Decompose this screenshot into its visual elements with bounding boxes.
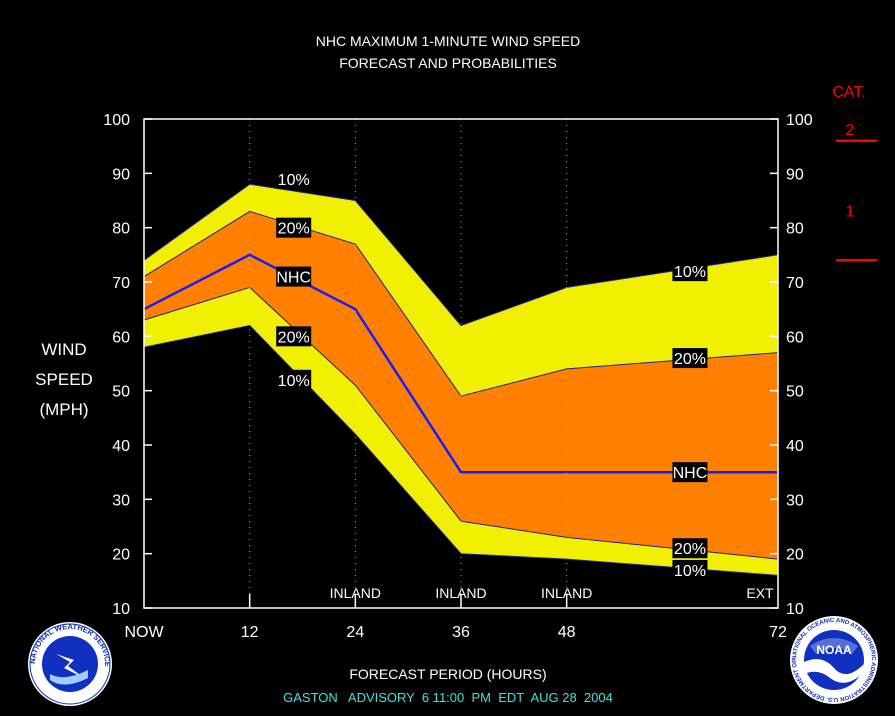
x-tick-label: 36: [452, 624, 470, 641]
series-label: 10%: [672, 261, 708, 282]
series-label: 10%: [672, 559, 708, 580]
series-label-box: [276, 168, 312, 189]
y-axis-left: 10 20 30 40 50 60 70 80 90 100: [103, 112, 152, 618]
y-tick-label-right: 80: [786, 221, 804, 238]
y-axis-title-line-2: SPEED: [35, 370, 93, 389]
series-labels: 10% 20% NHC 20% 10% 10% 20% NHC 20% 10%: [276, 168, 708, 580]
y-tick-label-left: 70: [112, 275, 130, 292]
x-tick-label: 24: [346, 624, 364, 641]
y-tick-label-left: 40: [112, 438, 130, 455]
chart-title: NHC MAXIMUM 1-MINUTE WIND SPEED: [316, 33, 580, 49]
y-tick-label-left: 50: [112, 384, 130, 401]
chart-subtitle: FORECAST AND PROBABILITIES: [339, 55, 557, 71]
y-tick-label-right: 20: [786, 547, 804, 564]
series-line-nhc: [143, 253, 778, 474]
y-tick-label-right: 90: [786, 166, 804, 183]
series-label-text: NHC: [673, 465, 708, 482]
y-tick-label-left: 80: [112, 221, 130, 238]
series-label: NHC: [672, 462, 708, 483]
series-label: 10%: [276, 369, 312, 390]
inland-labels: INLAND INLAND INLAND EXT: [330, 585, 774, 601]
series-label-text: 20%: [674, 351, 706, 368]
series-label: NHC: [276, 266, 312, 287]
nws-logo: NATIONAL WEATHER SERVICE: [28, 622, 112, 706]
category-scale: CAT. 2 1: [832, 84, 877, 262]
y-axis-right: 10 20 30 40 50 60 70 80 90 100: [770, 112, 813, 618]
y-tick-label-left: 30: [112, 492, 130, 509]
x-tick-label: 12: [241, 624, 259, 641]
series-label-box: [672, 261, 708, 282]
series-line-lower-10: [143, 324, 779, 576]
series-label-box: [276, 369, 312, 390]
x-tick-label: 48: [558, 624, 576, 641]
series-label: 20%: [672, 538, 708, 559]
x-tick-label: 72: [769, 624, 787, 641]
series-label-box: [276, 266, 312, 287]
category-label: 1: [846, 204, 855, 221]
y-tick-label-left: 60: [112, 329, 130, 346]
y-tick-label-right: 60: [786, 329, 804, 346]
noaa-logo-center: NOAA: [816, 643, 852, 657]
series-label-text: 10%: [278, 172, 310, 189]
y-tick-label-right: 50: [786, 384, 804, 401]
y-tick-label-right: 70: [786, 275, 804, 292]
noaa-logo: NOAA NATIONAL OCEANIC AND ATMOSPHERIC AD…: [790, 616, 878, 704]
series-label-text: 10%: [674, 563, 706, 580]
advisory-footer: GASTON ADVISORY 6 11:00 PM EDT AUG 28 20…: [283, 690, 613, 705]
series-label-box: [672, 462, 708, 483]
y-tick-label-right: 40: [786, 438, 804, 455]
x-axis: NOW 12 24 36 48 72: [124, 594, 787, 641]
probability-bands: [143, 183, 779, 576]
y-axis-title: WIND SPEED (MPH): [35, 340, 93, 419]
series-label: 20%: [672, 348, 708, 369]
series-label-text: 20%: [278, 329, 310, 346]
series-label: 20%: [276, 326, 312, 347]
series-label-box: [672, 559, 708, 580]
series-label-text: 10%: [278, 373, 310, 390]
category-title: CAT.: [832, 84, 865, 101]
series-label-box: [672, 348, 708, 369]
y-tick-label-right: 100: [786, 112, 813, 129]
series-label: 20%: [276, 217, 312, 238]
y-axis-title-line-3: (MPH): [39, 400, 88, 419]
series-label-box: [276, 326, 312, 347]
inland-label: INLAND: [435, 585, 486, 601]
x-axis-title: FORECAST PERIOD (HOURS): [349, 666, 546, 682]
inland-label: INLAND: [330, 585, 381, 601]
y-tick-label-left: 20: [112, 547, 130, 564]
series-label-text: 20%: [278, 221, 310, 238]
series-line-upper-20: [143, 210, 779, 397]
inland-label: INLAND: [541, 585, 592, 601]
series-label-text: NHC: [276, 270, 311, 287]
lightning-icon: [56, 654, 84, 678]
series-label-box: [276, 217, 312, 238]
y-tick-label-left: 10: [112, 601, 130, 618]
series-label-text: 20%: [674, 541, 706, 558]
x-tick-label: NOW: [124, 624, 164, 641]
y-tick-label-left: 90: [112, 166, 130, 183]
y-tick-label-right: 30: [786, 492, 804, 509]
y-axis-title-line-1: WIND: [41, 340, 86, 359]
y-tick-label-right: 10: [786, 601, 804, 618]
category-label: 2: [846, 122, 855, 139]
series-label-text: 10%: [674, 264, 706, 281]
series-line-upper-10: [143, 183, 779, 327]
inland-label: EXT: [746, 585, 774, 601]
series-label: 10%: [276, 168, 312, 189]
series-label-box: [672, 538, 708, 559]
y-tick-label-left: 100: [103, 112, 130, 129]
series-line-lower-20: [143, 286, 779, 560]
